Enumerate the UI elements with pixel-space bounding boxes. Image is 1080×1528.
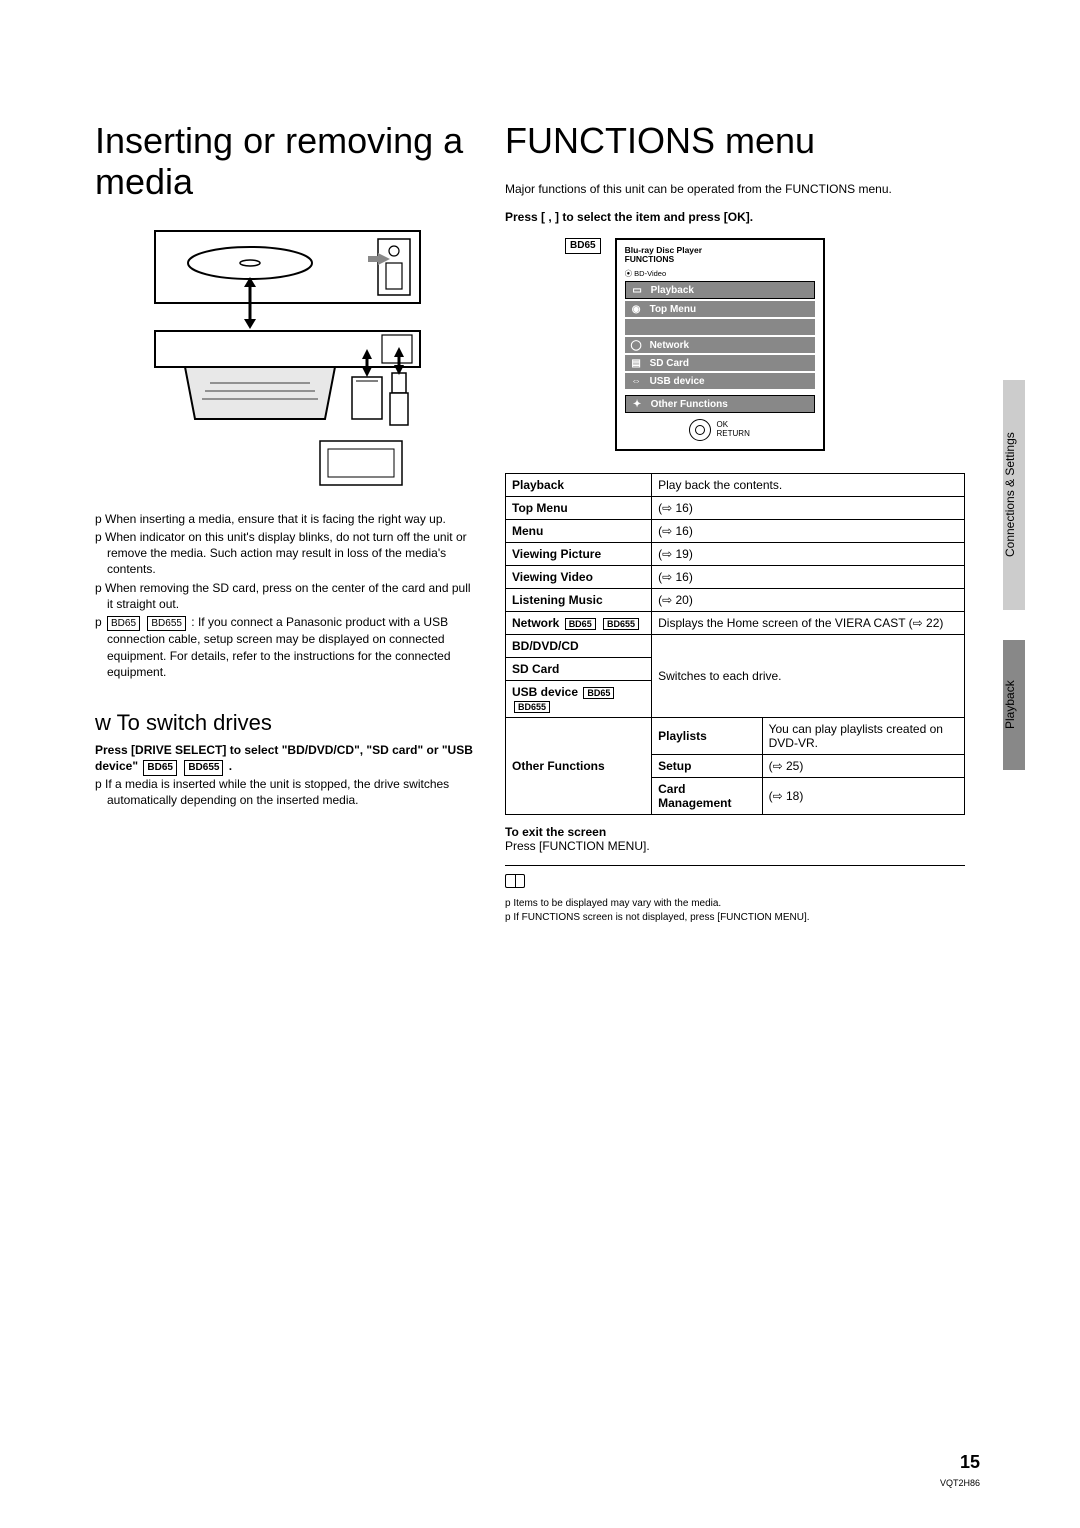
menu-ok-area: OKRETURN <box>625 419 815 441</box>
ok-icon <box>689 419 711 441</box>
model-box: BD65 <box>565 238 601 254</box>
row-video-label: Viewing Video <box>506 566 652 589</box>
book-icon <box>505 874 525 888</box>
menu-item-other: ✦Other Functions <box>625 395 815 413</box>
row-topmenu-value: (⇨ 16) <box>652 497 965 520</box>
note-4: p BD65 BD655 : If you connect a Panasoni… <box>95 614 475 680</box>
note-3: p When removing the SD card, press on th… <box>95 580 475 612</box>
right-title: FUNCTIONS menu <box>505 120 965 161</box>
left-notes: p When inserting a media, ensure that it… <box>95 511 475 680</box>
row-cardmgmt-label: Card Management <box>652 778 762 815</box>
row-playlists-value: You can play playlists created on DVD-VR… <box>762 718 964 755</box>
row-music-label: Listening Music <box>506 589 652 612</box>
menu-item-usb: ⇔USB device <box>625 373 815 389</box>
row-video-value: (⇨ 16) <box>652 566 965 589</box>
note-2: p When indicator on this unit's display … <box>95 529 475 578</box>
menu-item-sdcard: ▤SD Card <box>625 355 815 371</box>
row-usb-label: USB device BD65 BD655 <box>506 681 652 718</box>
row-sdcard-label: SD Card <box>506 658 652 681</box>
row-setup-label: Setup <box>652 755 762 778</box>
row-drive-value: Switches to each drive. <box>652 635 965 718</box>
switch-drives-heading: w To switch drives <box>95 710 475 736</box>
row-topmenu-label: Top Menu <box>506 497 652 520</box>
row-bddvdcd-label: BD/DVD/CD <box>506 635 652 658</box>
menu-brand: ⦿ BD-Video <box>625 268 815 279</box>
row-menu-label: Menu <box>506 520 652 543</box>
right-intro: Major functions of this unit can be oper… <box>505 181 965 197</box>
left-title: Inserting or removing a media <box>95 120 475 203</box>
menu-header2: FUNCTIONS <box>625 255 815 264</box>
drive-note: p If a media is inserted while the unit … <box>95 776 475 808</box>
fine-note-2: p If FUNCTIONS screen is not displayed, … <box>505 911 965 925</box>
row-setup-value: (⇨ 25) <box>762 755 964 778</box>
row-playback-value: Play back the contents. <box>652 474 965 497</box>
row-playback-label: Playback <box>506 474 652 497</box>
row-playlists-label: Playlists <box>652 718 762 755</box>
menu-item-topmenu: ◉Top Menu <box>625 301 815 317</box>
exit-heading: To exit the screen <box>505 825 965 839</box>
divider <box>505 865 965 866</box>
menu-item-network: ◯Network <box>625 337 815 353</box>
fine-note-1: p Items to be displayed may vary with th… <box>505 897 965 911</box>
page-number: 15 <box>960 1452 980 1473</box>
row-network-value: Displays the Home screen of the VIERA CA… <box>652 612 965 635</box>
row-network-label: Network BD65 BD655 <box>506 612 652 635</box>
menu-item-blank <box>625 319 815 335</box>
row-picture-label: Viewing Picture <box>506 543 652 566</box>
row-cardmgmt-value: (⇨ 18) <box>762 778 964 815</box>
functions-table: PlaybackPlay back the contents. Top Menu… <box>505 473 965 815</box>
row-menu-value: (⇨ 16) <box>652 520 965 543</box>
side-tab-connections: Connections & Settings <box>1003 380 1025 610</box>
side-tab-playback: Playback <box>1003 640 1025 770</box>
row-picture-value: (⇨ 19) <box>652 543 965 566</box>
device-illustration <box>130 223 440 493</box>
row-music-value: (⇨ 20) <box>652 589 965 612</box>
fine-notes: p Items to be displayed may vary with th… <box>505 897 965 924</box>
drive-select-instruction: Press [DRIVE SELECT] to select "BD/DVD/C… <box>95 742 475 776</box>
row-other-label: Other Functions <box>506 718 652 815</box>
doc-code: VQT2H86 <box>940 1478 980 1488</box>
menu-ui-diagram: BD65 Blu-ray Disc Player FUNCTIONS ⦿ BD-… <box>565 238 965 452</box>
note-1: p When inserting a media, ensure that it… <box>95 511 475 527</box>
menu-screen: Blu-ray Disc Player FUNCTIONS ⦿ BD-Video… <box>615 238 825 452</box>
menu-item-playback: ▭Playback <box>625 281 815 299</box>
exit-text: Press [FUNCTION MENU]. <box>505 839 965 853</box>
press-instruction: Press [ , ] to select the item and press… <box>505 210 965 224</box>
